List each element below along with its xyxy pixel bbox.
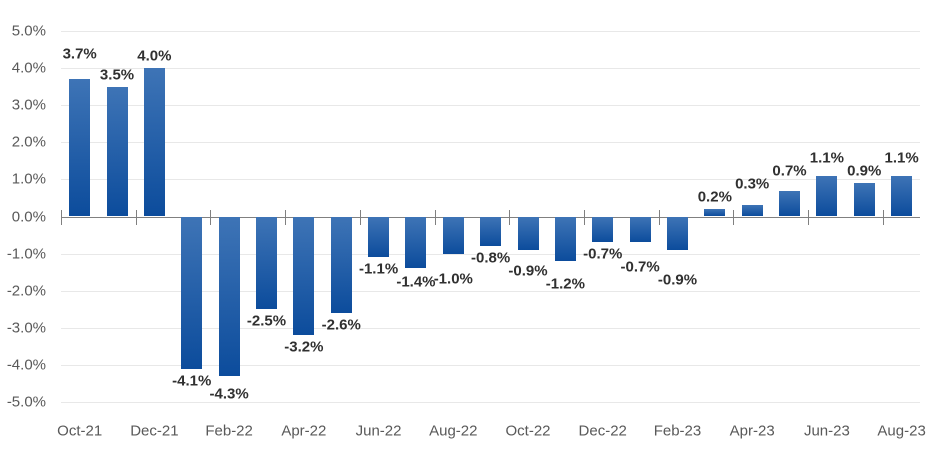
axis-tick [359, 209, 361, 225]
y-axis-tick-label: -4.0% [6, 356, 46, 374]
x-axis-tick-label: Dec-21 [130, 422, 179, 440]
bar-mar-22 [255, 216, 277, 310]
data-label-feb-23: -0.9% [657, 271, 698, 289]
gridline [61, 327, 921, 329]
gridline [61, 179, 921, 181]
x-axis-tick-label: Apr-22 [281, 422, 327, 440]
data-label-oct-21: 3.7% [62, 45, 97, 63]
axis-tick [658, 209, 660, 225]
data-label-jan-22: -4.1% [172, 372, 212, 390]
data-label-aug-23: 1.1% [884, 149, 919, 167]
data-label-nov-22: -1.2% [545, 275, 585, 293]
data-label-sep-22: -0.8% [471, 249, 511, 267]
axis-tick [434, 209, 436, 225]
bar-apr-23 [741, 205, 763, 217]
x-axis-tick-label: Feb-23 [653, 422, 702, 440]
bar-dec-22 [592, 216, 614, 243]
bar-oct-21 [69, 79, 91, 217]
data-label-aug-22: -1.0% [433, 270, 473, 288]
axis-tick [61, 209, 62, 225]
y-axis-tick-label: -5.0% [6, 393, 46, 411]
data-label-oct-22: -0.9% [508, 262, 548, 280]
axis-tick [733, 209, 735, 225]
data-label-may-23: 0.7% [772, 162, 807, 180]
data-label-jul-23: 0.9% [847, 162, 882, 180]
data-label-apr-22: -3.2% [284, 338, 324, 356]
bar-may-22 [330, 216, 352, 313]
data-label-apr-23: 0.3% [735, 175, 770, 193]
data-label-may-22: -2.6% [321, 316, 361, 334]
bar-feb-22 [218, 216, 240, 377]
x-axis-tick-label: Feb-22 [205, 422, 253, 440]
x-axis-tick-label: Apr-23 [729, 422, 775, 440]
x-axis-tick-label: Aug-23 [877, 422, 926, 440]
bar-jul-22 [405, 216, 427, 269]
data-label-mar-22: -2.5% [246, 312, 287, 330]
data-label-jun-23: 1.1% [809, 149, 844, 167]
gridline [61, 68, 921, 70]
x-axis-tick-label: Jun-23 [803, 422, 850, 440]
bar-jan-22 [181, 216, 203, 369]
y-axis-tick-label: -2.0% [6, 282, 46, 300]
y-axis-tick-label: -1.0% [6, 245, 46, 263]
data-label-jan-23: -0.7% [620, 258, 660, 276]
y-axis-tick-label: -3.0% [6, 319, 46, 337]
axis-tick [285, 209, 287, 225]
data-label-dec-21: 4.0% [137, 47, 172, 65]
axis-tick [210, 209, 212, 225]
y-axis-tick-label: 4.0% [11, 59, 46, 77]
y-axis-tick-label: 5.0% [11, 22, 46, 40]
x-axis-tick-label: Aug-22 [429, 422, 478, 440]
data-label-nov-21: 3.5% [99, 66, 135, 84]
axis-tick [509, 209, 511, 225]
bar-jun-22 [368, 216, 390, 258]
data-label-mar-23: 0.2% [697, 188, 732, 206]
bar-aug-22 [442, 216, 464, 254]
bar-dec-21 [143, 68, 165, 217]
gridline [61, 142, 921, 144]
axis-tick [882, 209, 884, 225]
axis-tick [808, 209, 810, 225]
data-label-feb-22: -4.3% [209, 385, 249, 403]
axis-tick [135, 209, 137, 225]
bar-jun-23 [816, 175, 838, 217]
data-label-jun-22: -1.1% [358, 260, 399, 278]
x-axis-tick-label: Jun-22 [355, 422, 402, 440]
axis-tick [584, 209, 586, 225]
x-axis-tick-label: Oct-21 [57, 422, 103, 440]
bar-mar-23 [704, 209, 726, 217]
bar-jul-23 [853, 183, 875, 217]
y-axis-tick-label: 1.0% [11, 170, 46, 188]
x-axis-tick-label: Dec-22 [578, 422, 627, 440]
data-label-dec-22: -0.7% [583, 245, 623, 263]
bar-feb-23 [666, 216, 688, 250]
y-axis-tick-label: 0.0% [11, 208, 46, 225]
y-axis-tick-label: 3.0% [11, 96, 46, 114]
bar-nov-22 [554, 216, 576, 262]
gridline [61, 364, 921, 366]
gridline [61, 31, 921, 32]
gridline [61, 253, 921, 255]
gridline [61, 105, 921, 107]
bar-jan-23 [629, 216, 651, 243]
bar-aug-23 [891, 175, 913, 217]
data-label-jul-22: -1.4% [396, 273, 436, 291]
bar-may-23 [779, 190, 801, 217]
bar-oct-22 [517, 216, 539, 250]
bar-sep-22 [480, 216, 502, 247]
gridline [61, 402, 921, 403]
bar-nov-21 [106, 86, 128, 217]
y-axis-tick-label: 2.0% [11, 133, 46, 151]
bar-apr-22 [293, 216, 315, 336]
gridline [61, 290, 921, 292]
x-axis-tick-label: Oct-22 [505, 422, 551, 440]
